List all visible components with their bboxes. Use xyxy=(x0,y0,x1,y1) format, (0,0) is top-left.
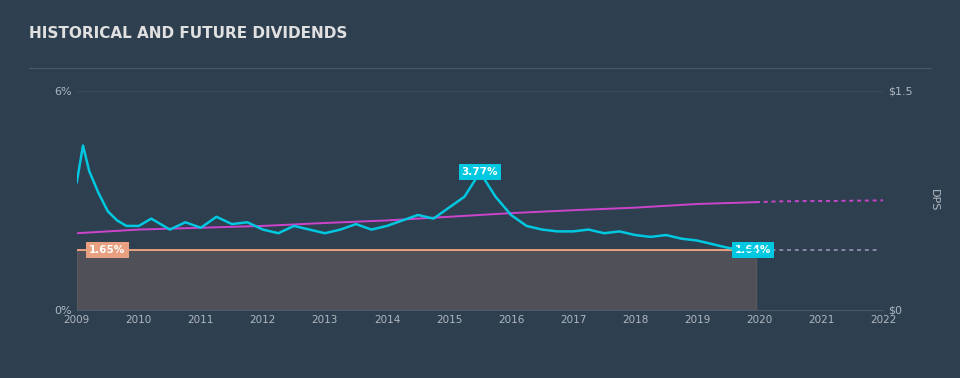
Text: 1.64%: 1.64% xyxy=(734,245,771,255)
Text: HISTORICAL AND FUTURE DIVIDENDS: HISTORICAL AND FUTURE DIVIDENDS xyxy=(29,26,348,42)
Text: 1.65%: 1.65% xyxy=(89,245,126,255)
Y-axis label: DPS: DPS xyxy=(929,189,939,212)
Text: 3.77%: 3.77% xyxy=(462,167,498,177)
